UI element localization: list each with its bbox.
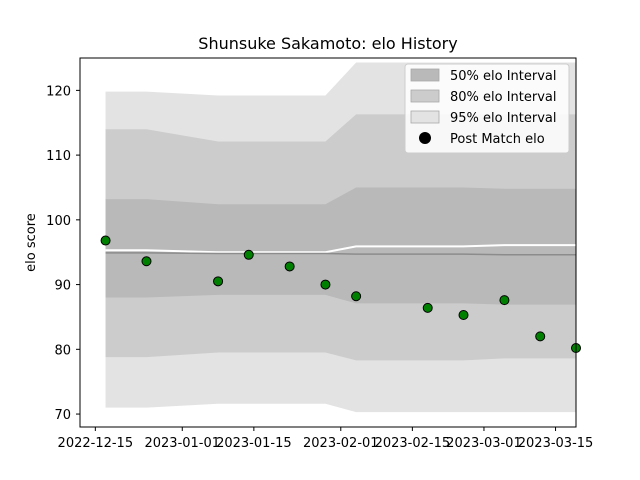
x-tick-label: 2023-03-15 (518, 436, 594, 451)
x-tick-label: 2023-03-01 (446, 436, 522, 451)
x-tick-label: 2022-12-15 (58, 436, 134, 451)
data-point (535, 331, 546, 342)
reference-lines (105, 244, 576, 256)
band-80-legend-swatch (410, 89, 440, 103)
data-point (100, 235, 111, 246)
band-50-legend-label: 50% elo Interval (450, 69, 557, 84)
data-point (351, 291, 362, 302)
y-tick-label: 90 (54, 279, 71, 294)
median-line (105, 252, 576, 256)
data-point (284, 261, 295, 272)
chart-title: Shunsuke Sakamoto: elo History (198, 34, 457, 53)
post-match-legend-label: Post Match elo (450, 132, 545, 147)
data-point (243, 249, 254, 260)
post-match-legend-marker (419, 132, 431, 144)
data-point (422, 302, 433, 313)
y-axis: 70 80 90 100 110 120 (46, 84, 80, 423)
data-point (141, 256, 152, 267)
x-tick-label: 2023-01-01 (144, 436, 220, 451)
band-95-legend-label: 95% elo Interval (450, 111, 557, 126)
data-point (320, 279, 331, 290)
legend: 50% elo Interval 80% elo Interval 95% elo … (404, 63, 570, 154)
data-point (499, 295, 510, 306)
x-tick-label: 2023-02-01 (303, 436, 379, 451)
plot-frame (79, 57, 577, 428)
data-point (213, 276, 224, 287)
y-tick-label: 70 (54, 408, 71, 423)
post-match-points (100, 235, 581, 354)
x-tick-label: 2023-02-15 (375, 436, 451, 451)
y-tick-label: 120 (46, 84, 71, 99)
band-80-legend-label: 80% elo Interval (450, 90, 557, 105)
band-50-legend-swatch (410, 68, 440, 82)
band-95-legend-swatch (410, 110, 440, 124)
mean-line (105, 244, 576, 254)
y-tick-label: 110 (46, 149, 71, 164)
band-50-area (105, 187, 576, 305)
y-tick-label: 80 (54, 343, 71, 358)
legend-box (404, 63, 570, 154)
y-axis-label: elo score (24, 213, 39, 272)
data-point (458, 310, 469, 321)
x-tick-label: 2023-01-15 (216, 436, 292, 451)
y-tick-label: 100 (46, 214, 71, 229)
